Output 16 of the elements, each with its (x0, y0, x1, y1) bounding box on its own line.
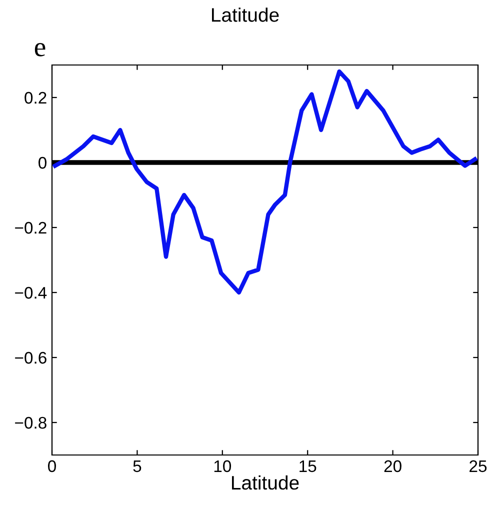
y-tick-label: −0.4 (15, 286, 47, 299)
x-tick-label: 0 (48, 460, 56, 472)
x-tick-label: 25 (470, 460, 487, 472)
y-tick-label: −0.2 (15, 222, 46, 234)
y-tick-label: 0 (38, 156, 46, 169)
line-series (52, 69, 478, 295)
x-tick-label: 5 (133, 460, 142, 472)
y-tick-label: −0.8 (15, 416, 46, 429)
text: e (34, 42, 46, 56)
x-tick-label: 20 (384, 460, 402, 472)
text: Latitude (212, 8, 279, 22)
x-axis-title: Latitude (232, 475, 299, 490)
y-tick-label: 0.2 (24, 92, 46, 104)
x-tick-label: 10 (214, 460, 232, 472)
y-tick-label: −0.6 (15, 352, 46, 364)
x-tick-label: 15 (300, 460, 316, 472)
